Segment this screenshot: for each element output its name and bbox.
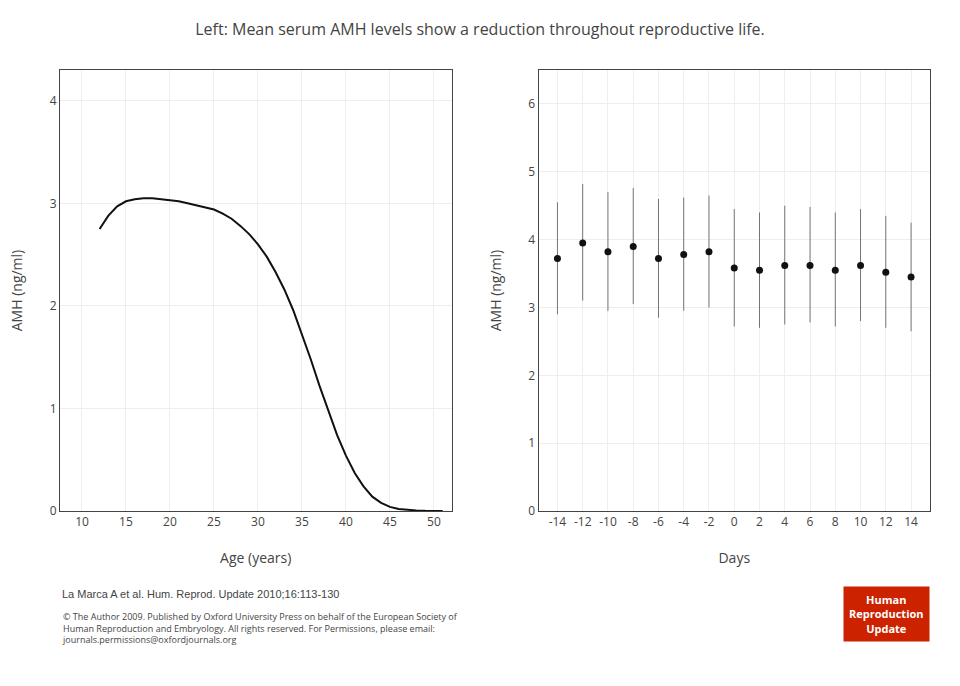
svg-text:4: 4 bbox=[50, 92, 57, 109]
svg-text:-8: -8 bbox=[628, 513, 639, 530]
svg-text:-2: -2 bbox=[704, 513, 715, 530]
svg-text:2: 2 bbox=[528, 367, 535, 384]
svg-text:2: 2 bbox=[50, 297, 57, 314]
svg-text:4: 4 bbox=[781, 513, 788, 530]
svg-text:2: 2 bbox=[756, 513, 763, 530]
svg-text:HumanReproductionUpdate: HumanReproductionUpdate bbox=[849, 592, 924, 636]
svg-text:3: 3 bbox=[528, 299, 535, 316]
svg-text:5: 5 bbox=[528, 163, 535, 180]
svg-text:40: 40 bbox=[339, 513, 353, 530]
svg-text:La Marca A et al. Hum. Reprod.: La Marca A et al. Hum. Reprod. Update 20… bbox=[62, 588, 339, 600]
svg-text:15: 15 bbox=[119, 513, 133, 530]
svg-text:AMH (ng/ml): AMH (ng/ml) bbox=[7, 250, 26, 331]
svg-text:3: 3 bbox=[50, 195, 57, 212]
svg-text:12: 12 bbox=[879, 513, 893, 530]
svg-text:25: 25 bbox=[207, 513, 221, 530]
svg-text:6: 6 bbox=[528, 95, 535, 112]
svg-text:-12: -12 bbox=[574, 513, 592, 530]
svg-text:20: 20 bbox=[163, 513, 177, 530]
svg-text:0: 0 bbox=[50, 502, 57, 519]
svg-text:© The Author 2009. Published b: © The Author 2009. Published by Oxford U… bbox=[62, 610, 458, 646]
svg-text:4: 4 bbox=[528, 231, 535, 248]
svg-text:Days: Days bbox=[718, 548, 750, 567]
svg-text:10: 10 bbox=[75, 513, 89, 530]
svg-text:-10: -10 bbox=[599, 513, 617, 530]
svg-text:1: 1 bbox=[50, 400, 57, 417]
svg-text:1: 1 bbox=[528, 434, 535, 451]
svg-text:Left: Mean serum AMH levels sh: Left: Mean serum AMH levels show a reduc… bbox=[195, 18, 765, 40]
svg-text:8: 8 bbox=[832, 513, 839, 530]
svg-text:AMH (ng/ml): AMH (ng/ml) bbox=[486, 250, 505, 331]
svg-text:45: 45 bbox=[383, 513, 397, 530]
svg-text:-4: -4 bbox=[678, 513, 689, 530]
svg-text:30: 30 bbox=[251, 513, 265, 530]
svg-text:50: 50 bbox=[427, 513, 441, 530]
svg-text:35: 35 bbox=[295, 513, 309, 530]
svg-text:Age (years): Age (years) bbox=[220, 548, 291, 567]
svg-text:0: 0 bbox=[528, 502, 535, 519]
svg-text:0: 0 bbox=[731, 513, 738, 530]
svg-text:-14: -14 bbox=[549, 513, 567, 530]
svg-text:14: 14 bbox=[904, 513, 918, 530]
svg-text:-6: -6 bbox=[653, 513, 664, 530]
svg-text:6: 6 bbox=[807, 513, 814, 530]
svg-text:10: 10 bbox=[854, 513, 868, 530]
